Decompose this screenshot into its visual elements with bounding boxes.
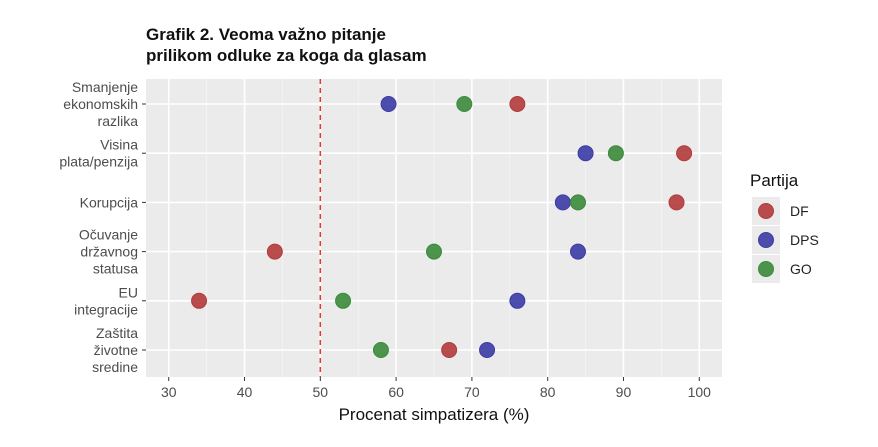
legend-label: DPS — [790, 232, 819, 248]
data-point-dps — [479, 342, 496, 358]
data-point-dps — [570, 243, 586, 260]
x-axis: 30 40 50 60 70 80 90 100 — [161, 377, 711, 400]
y-tick-label-line: Visina — [100, 137, 138, 153]
y-tick-label-line: Korupcija — [80, 194, 139, 210]
y-tick-label-line: ekonomskih — [63, 96, 138, 112]
x-tick-label: 80 — [540, 384, 556, 400]
legend-label: GO — [790, 261, 812, 277]
y-tick-label: Očuvanje državnog statusa — [79, 227, 138, 277]
data-point-df — [266, 243, 283, 260]
data-point-dps — [554, 194, 571, 211]
chart-title-line: Grafik 2. Veoma važno pitanje — [146, 25, 386, 44]
x-axis-title: Procenat simpatizera (%) — [339, 405, 530, 424]
y-tick-label-line: sredine — [92, 359, 138, 375]
data-point-go — [456, 96, 473, 112]
data-point-df — [191, 292, 208, 309]
legend-title: Partija — [750, 171, 799, 190]
legend: Partija DF DPS GO — [750, 171, 819, 283]
data-point-df — [668, 194, 685, 211]
data-point-df — [676, 145, 693, 162]
data-point-go — [372, 342, 389, 358]
data-points — [191, 96, 693, 358]
x-tick-label: 70 — [464, 384, 480, 400]
chart-title: Grafik 2. Veoma važno pitanje prilikom od… — [146, 25, 427, 65]
data-point-dps — [380, 96, 397, 112]
y-tick-label-line: statusa — [93, 261, 138, 277]
y-tick-label: Smanjenje ekonomskih razlika — [63, 79, 138, 129]
y-tick-label-line: integracije — [74, 301, 138, 317]
data-point-go — [426, 243, 442, 260]
y-tick-label-line: životne — [94, 342, 139, 358]
y-tick-label: Korupcija — [80, 194, 139, 210]
y-tick-label-line: razlika — [98, 113, 139, 129]
data-point-df — [509, 96, 526, 112]
x-tick-label: 60 — [388, 384, 404, 400]
legend-swatch-df — [758, 203, 774, 219]
legend-swatch-go — [758, 261, 774, 277]
legend-swatch-dps — [758, 232, 774, 248]
y-tick-label: Visina plata/penzija — [59, 137, 138, 170]
y-tick-label: Zaštita životne sredine — [92, 325, 138, 375]
data-point-go — [335, 292, 352, 309]
y-tick-label-line: Smanjenje — [72, 79, 138, 95]
data-point-go — [570, 194, 586, 211]
y-tick-label-line: državnog — [80, 244, 138, 260]
data-point-go — [607, 145, 624, 162]
chart-title-line: prilikom odluke za koga da glasam — [146, 46, 427, 65]
y-tick-label-line: EU — [119, 284, 138, 300]
x-tick-label: 90 — [616, 384, 632, 400]
y-tick-label-line: Očuvanje — [79, 227, 138, 243]
x-tick-label: 30 — [161, 384, 177, 400]
x-tick-label: 100 — [688, 384, 712, 400]
data-point-df — [441, 342, 458, 358]
y-tick-label: EU integracije — [74, 284, 138, 317]
y-axis: Smanjenje ekonomskih razlika Visina plata/pe… — [59, 79, 146, 375]
data-point-dps — [509, 292, 526, 309]
y-tick-label-line: plata/penzija — [59, 154, 138, 170]
x-tick-label: 50 — [313, 384, 329, 400]
x-tick-label: 40 — [237, 384, 253, 400]
data-point-dps — [577, 145, 594, 162]
legend-label: DF — [790, 203, 809, 219]
y-tick-label-line: Zaštita — [96, 325, 138, 341]
